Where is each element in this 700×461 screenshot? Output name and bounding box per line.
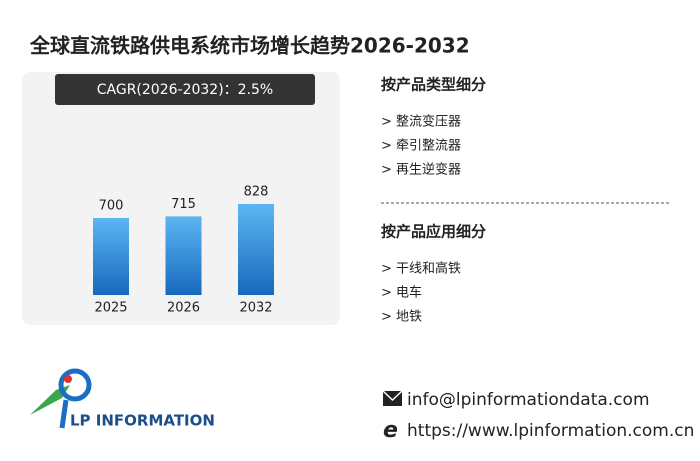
logo-mark: [30, 368, 92, 429]
value-label: 715: [171, 197, 196, 212]
bar: [238, 203, 274, 295]
segment-item: > 干线和高铁: [381, 261, 461, 277]
bar: [93, 218, 129, 295]
value-label: 828: [244, 184, 269, 199]
segment-item: > 整流变压器: [381, 114, 461, 130]
x-tick-label: 2032: [239, 301, 272, 316]
website: https://www.lpinformation.com.cn: [407, 421, 694, 441]
bar-chart: 700 2025 715 2026 828 2032: [93, 184, 274, 316]
x-tick-label: 2025: [94, 301, 127, 316]
segment-item: > 再生逆变器: [381, 162, 461, 178]
x-tick-label: 2026: [167, 301, 200, 316]
value-label: 700: [99, 199, 124, 214]
bar: [165, 216, 202, 295]
segment-item: > 电车: [381, 285, 422, 301]
segment-heading: 按产品应用细分: [381, 223, 486, 241]
cagr-box: [55, 74, 315, 105]
cagr-label: CAGR(2026-2032)：2.5%: [97, 82, 273, 98]
segment-item: > 牵引整流器: [381, 139, 461, 154]
segment-item: > 地铁: [381, 310, 422, 325]
logo-text: LP INFORMATION: [70, 412, 215, 430]
title: 全球直流铁路供电系统市场增长趋势2026-2032: [29, 34, 470, 58]
segment-heading: 按产品类型细分: [381, 76, 486, 94]
email: info@lpinformationdata.com: [407, 390, 650, 410]
web-icon: e: [383, 418, 398, 443]
